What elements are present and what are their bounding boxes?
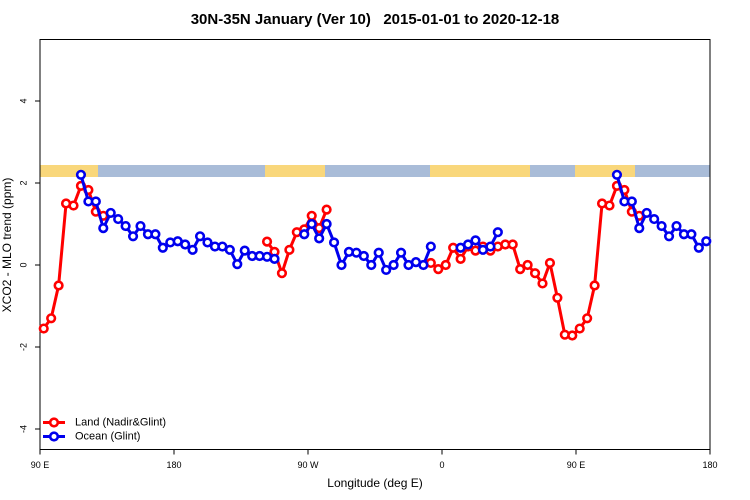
data-point (686, 229, 697, 240)
data-point (574, 323, 585, 334)
data-point (626, 196, 637, 207)
data-point (306, 210, 317, 221)
data-point (395, 247, 407, 258)
data-point (693, 242, 704, 253)
data-point (261, 236, 273, 247)
land-band (265, 165, 325, 177)
data-point (194, 231, 206, 242)
legend-label: Ocean (Glint) (75, 430, 140, 442)
y-tick-label: -2 (18, 343, 28, 351)
data-point (180, 239, 191, 250)
data-point (381, 264, 392, 276)
land-band (430, 165, 530, 177)
data-point (38, 323, 49, 334)
data-point (522, 259, 533, 271)
data-point (567, 330, 578, 341)
data-point (604, 200, 615, 211)
data-point (157, 242, 168, 253)
data-point (90, 196, 101, 207)
data-point (68, 200, 79, 211)
x-tick-label: 180 (166, 460, 181, 470)
data-point (649, 213, 660, 225)
y-axis-label: XCO2 - MLO trend (ppm) (0, 178, 14, 313)
data-point (284, 244, 295, 255)
data-point (663, 231, 675, 242)
data-point (127, 231, 139, 242)
data-point (611, 169, 623, 180)
data-point (641, 207, 652, 219)
x-axis-label: Longitude (deg E) (327, 476, 422, 490)
data-point (366, 259, 377, 271)
data-point (582, 313, 593, 324)
data-point (105, 207, 116, 219)
land-band (40, 165, 98, 177)
data-point (53, 280, 64, 291)
data-point (671, 220, 682, 232)
y-tick-label: 0 (18, 262, 28, 267)
y-tick-label: 2 (18, 180, 28, 185)
data-point (239, 245, 250, 256)
x-tick-label: 0 (439, 460, 444, 470)
data-point (537, 278, 548, 289)
data-point (492, 227, 503, 238)
ocean-band (40, 165, 710, 177)
data-point (328, 237, 340, 248)
data-point (120, 220, 131, 232)
data-point (455, 253, 466, 264)
land-band (575, 165, 635, 177)
data-point (440, 259, 451, 271)
data-point (589, 280, 600, 291)
data-point (321, 204, 332, 215)
x-tick-label: 180 (702, 460, 717, 470)
y-tick-label: 4 (18, 98, 28, 103)
data-point (202, 237, 213, 248)
data-point (425, 241, 436, 252)
legend-item: Ocean (Glint) (43, 430, 140, 442)
data-point (113, 213, 124, 225)
data-point (507, 239, 518, 250)
chart-title: 30N-35N January (Ver 10) 2015-01-01 to 2… (191, 11, 560, 28)
data-point (135, 220, 146, 232)
legend-marker (48, 417, 60, 428)
data-point (462, 239, 474, 250)
x-tick-label: 90 W (297, 460, 319, 470)
legend-marker (48, 431, 60, 442)
data-point (98, 223, 109, 234)
data-point (529, 268, 541, 279)
x-tick-label: 90 E (567, 460, 586, 470)
data-point (433, 264, 444, 275)
data-point (187, 244, 198, 255)
data-point (544, 257, 556, 269)
data-point (701, 236, 712, 247)
data-point (485, 241, 496, 252)
data-point (373, 247, 384, 258)
data-point (46, 313, 57, 324)
y-tick-label: -4 (18, 425, 28, 433)
data-point (306, 218, 317, 230)
data-point (321, 218, 332, 230)
data-point (470, 235, 481, 246)
data-point (224, 244, 235, 255)
land-ocean-strip (40, 165, 710, 177)
data-point (552, 292, 563, 303)
data-point (388, 259, 399, 271)
legend-label: Land (Nadir&Glint) (75, 416, 166, 428)
data-point (269, 253, 280, 264)
data-point (276, 268, 288, 279)
data-point (336, 259, 347, 271)
legend-item: Land (Nadir&Glint) (43, 416, 166, 428)
data-point (232, 259, 243, 270)
data-point (656, 220, 667, 232)
x-tick-label: 90 E (31, 460, 50, 470)
data-point (515, 264, 526, 275)
data-point (634, 223, 645, 234)
data-point (314, 233, 325, 244)
data-point (418, 259, 429, 271)
data-point (299, 229, 310, 240)
data-point (358, 250, 369, 262)
data-point (150, 229, 161, 240)
data-point (75, 169, 87, 180)
